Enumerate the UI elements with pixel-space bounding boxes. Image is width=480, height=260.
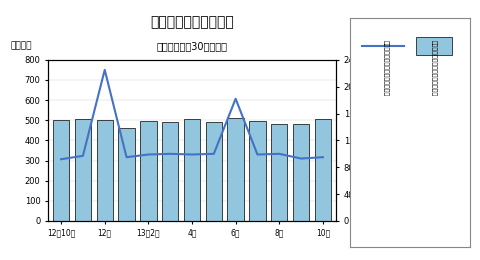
Text: （事業所規模30人以上）: （事業所規模30人以上）: [156, 42, 228, 51]
Text: 常用労働者１人平均現金給与総額: 常用労働者１人平均現金給与総額: [431, 40, 437, 97]
Bar: [205, 122, 222, 221]
Bar: [53, 120, 69, 221]
Text: 賃金と労働時間の推移: 賃金と労働時間の推移: [150, 16, 234, 30]
Bar: [249, 121, 265, 221]
Text: 常用労働者１人平均総実労働時間: 常用労働者１人平均総実労働時間: [383, 40, 389, 97]
Bar: [184, 119, 200, 221]
Bar: [119, 128, 135, 221]
Bar: [162, 122, 179, 221]
Bar: [315, 119, 331, 221]
Bar: [96, 120, 113, 221]
Bar: [75, 119, 91, 221]
Bar: [140, 121, 156, 221]
Text: （時間）: （時間）: [376, 41, 398, 50]
Text: （千円）: （千円）: [11, 41, 32, 50]
Bar: [271, 124, 288, 221]
Bar: [293, 124, 309, 221]
FancyBboxPatch shape: [416, 36, 452, 55]
Bar: [228, 118, 244, 221]
